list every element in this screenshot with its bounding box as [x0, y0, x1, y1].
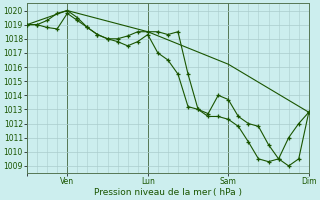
- X-axis label: Pression niveau de la mer ( hPa ): Pression niveau de la mer ( hPa ): [94, 188, 242, 197]
